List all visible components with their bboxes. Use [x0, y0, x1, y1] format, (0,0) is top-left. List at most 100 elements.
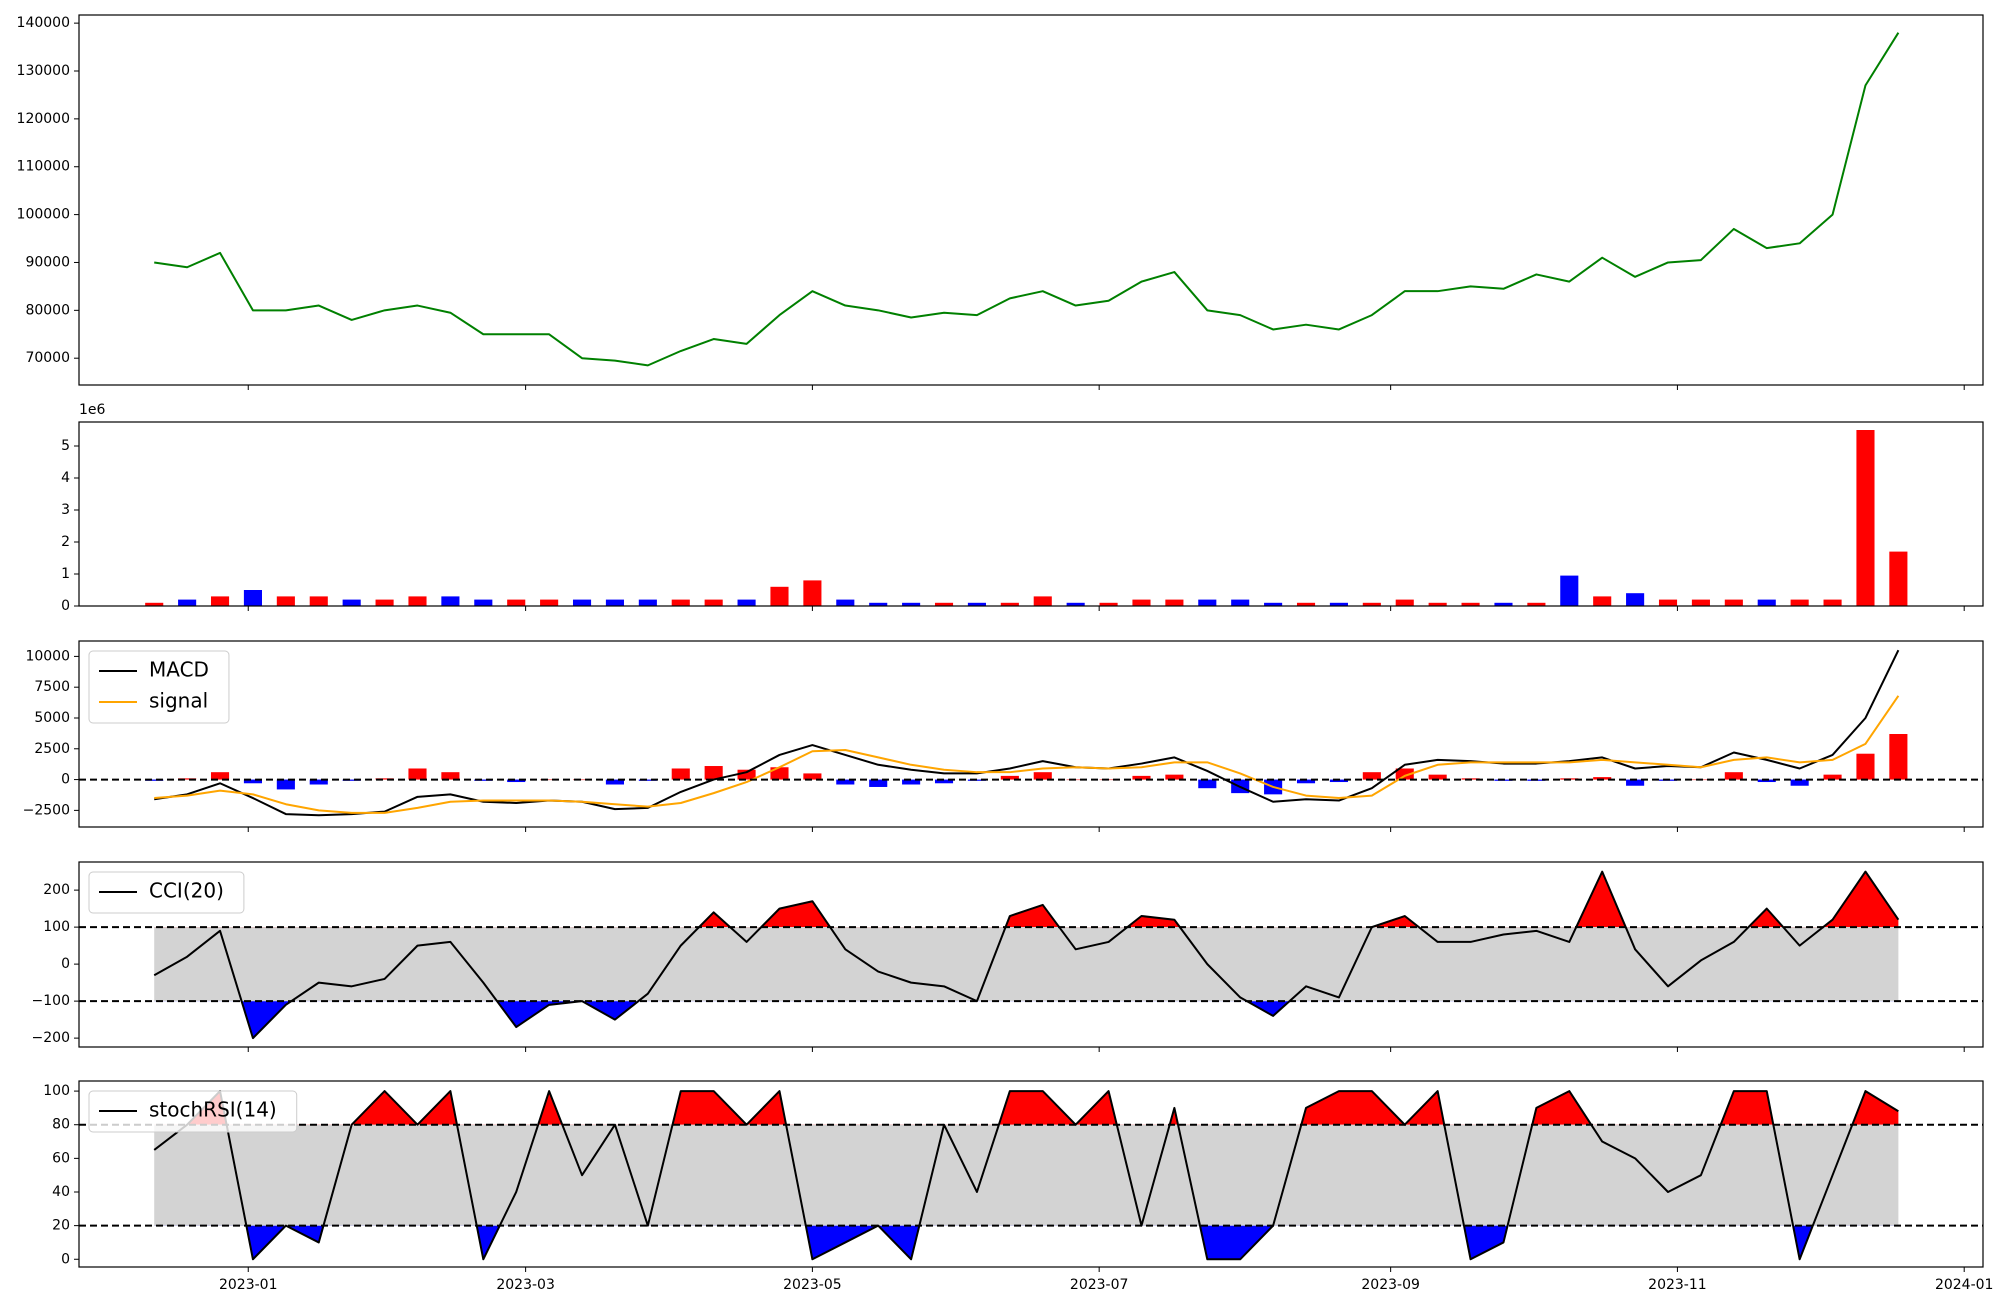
- bar: [375, 599, 394, 606]
- x-tick-label: 2024-01: [1935, 1277, 1994, 1293]
- y-tick-label: 130000: [17, 63, 70, 79]
- bar: [1626, 593, 1645, 606]
- bar: [1033, 596, 1052, 606]
- bar: [507, 599, 526, 606]
- bar: [441, 772, 460, 780]
- legend-label: MACD: [149, 658, 209, 682]
- offset-label: 1e6: [79, 402, 106, 418]
- bar: [1066, 602, 1085, 606]
- bar: [902, 602, 921, 606]
- bar: [309, 596, 328, 606]
- legend-box: [88, 650, 230, 724]
- axes-frame: [78, 861, 1984, 1048]
- bar: [1626, 779, 1645, 786]
- bar: [1494, 602, 1513, 606]
- axes-frame: [78, 640, 1984, 828]
- bar: [210, 772, 230, 780]
- bar: [1000, 775, 1019, 780]
- overbought-fill: [154, 871, 1899, 928]
- bar: [737, 599, 756, 606]
- bar: [1165, 774, 1184, 780]
- y-tick-label: 5: [61, 438, 70, 454]
- y-tick-label: 70000: [25, 350, 70, 366]
- y-tick-label: 20: [52, 1218, 70, 1234]
- bar: [1395, 768, 1414, 780]
- y-tick-label: 10000: [25, 648, 70, 664]
- y-tick-label: 3: [61, 502, 70, 518]
- panel: [154, 32, 1900, 367]
- bar: [770, 586, 789, 606]
- bar: [408, 596, 427, 606]
- y-tick-label: 120000: [17, 111, 70, 127]
- legend: CCI(20): [88, 871, 245, 914]
- bar: [540, 599, 559, 606]
- bar: [1823, 599, 1842, 606]
- line: [154, 32, 1900, 367]
- bar: [1658, 599, 1678, 606]
- y-tick-label: 200: [43, 882, 70, 898]
- bar: [1593, 777, 1612, 780]
- bar: [342, 599, 361, 606]
- bar: [803, 580, 822, 606]
- bar: [1757, 599, 1776, 606]
- panel: [79, 870, 1983, 1040]
- bar: [836, 599, 855, 606]
- bar: [572, 779, 592, 781]
- legend-label: signal: [149, 689, 208, 713]
- axes-frame: [78, 1080, 1984, 1268]
- y-tick-label: −2500: [23, 802, 70, 818]
- bar: [408, 768, 427, 780]
- y-tick-label: 100: [43, 1083, 70, 1099]
- bar: [375, 778, 394, 780]
- y-tick-label: 2500: [34, 741, 70, 757]
- bar: [934, 779, 954, 784]
- axes-frame: [78, 14, 1984, 386]
- bar: [1724, 599, 1743, 606]
- bar: [1889, 734, 1908, 780]
- bar: [178, 599, 197, 606]
- bar: [1362, 602, 1381, 606]
- bar: [1264, 602, 1283, 606]
- bar: [1231, 599, 1250, 606]
- y-tick-label: 0: [61, 772, 70, 788]
- bar: [605, 779, 624, 785]
- x-tick-label: 2023-01: [219, 1277, 278, 1293]
- y-tick-label: 0: [61, 1251, 70, 1267]
- bar: [1790, 779, 1809, 786]
- y-tick-label: 2: [61, 534, 70, 550]
- line: [154, 695, 1900, 814]
- bar: [934, 602, 954, 606]
- bar: [1165, 599, 1184, 606]
- bar: [1461, 602, 1480, 606]
- legend-box: [88, 871, 245, 914]
- legend: MACD signal: [88, 650, 230, 724]
- y-tick-label: 80000: [25, 302, 70, 318]
- band: [154, 1124, 1899, 1226]
- axes-frame: [78, 421, 1984, 607]
- bar: [638, 599, 657, 606]
- overbought-fill: [187, 1091, 1899, 1125]
- bar: [869, 602, 888, 606]
- bar: [1033, 772, 1052, 780]
- line: [153, 870, 1900, 1040]
- y-tick-label: 4: [61, 470, 70, 486]
- x-tick-label: 2023-05: [783, 1277, 842, 1293]
- bar: [1428, 602, 1447, 606]
- bar: [869, 779, 888, 787]
- bar: [178, 778, 197, 780]
- bar: [1428, 774, 1447, 780]
- bar: [243, 779, 262, 784]
- bar: [1000, 602, 1019, 606]
- bar: [210, 596, 230, 606]
- bar: [671, 599, 690, 606]
- y-tick-label: 90000: [25, 254, 70, 270]
- bar: [902, 779, 921, 785]
- panel: [145, 430, 1908, 606]
- bar: [507, 779, 526, 783]
- bar: [276, 596, 295, 606]
- legend-label: CCI(20): [149, 879, 224, 903]
- y-tick-label: 7500: [34, 679, 70, 695]
- bar: [441, 596, 460, 606]
- bar: [243, 590, 262, 606]
